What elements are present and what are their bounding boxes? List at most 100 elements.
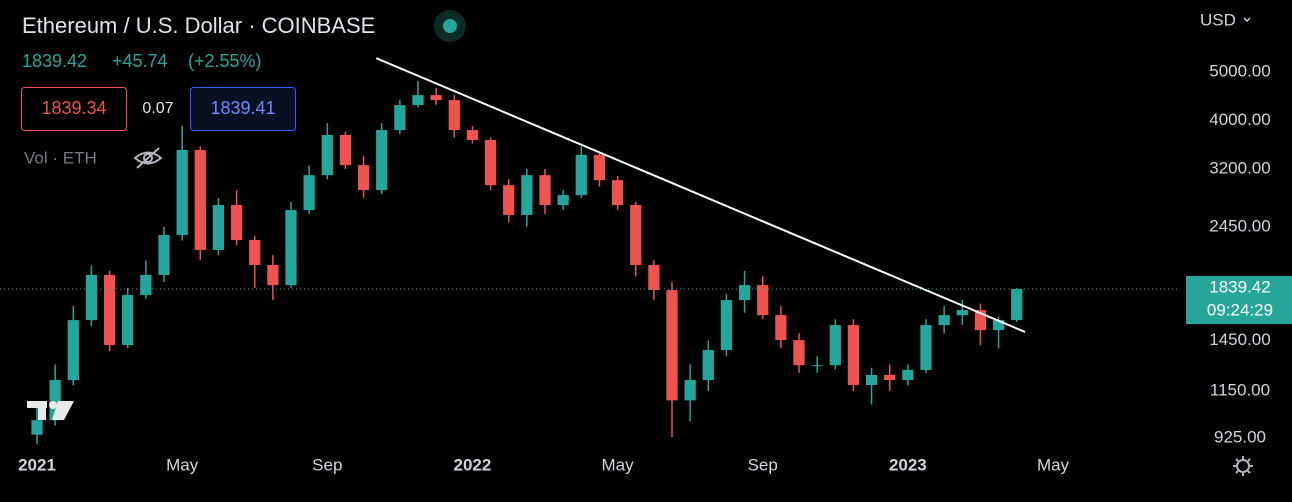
eye-slash xyxy=(136,147,160,169)
currency-caret xyxy=(1243,17,1251,23)
bid-box[interactable] xyxy=(21,87,127,131)
last-price: 1839.42 xyxy=(22,51,87,71)
candle-body xyxy=(339,135,352,166)
price-change-pct: (+2.55%) xyxy=(188,51,262,71)
candle-body xyxy=(865,374,878,385)
candle-body xyxy=(992,320,1005,331)
candle-body xyxy=(521,175,533,215)
candle-body xyxy=(920,325,932,370)
y-tick-label: 1150.00 xyxy=(1210,380,1270,399)
candle-body xyxy=(738,285,751,301)
x-tick-label: 2022 xyxy=(454,455,492,474)
logo-part xyxy=(52,401,74,420)
candle-body xyxy=(466,130,479,140)
spread: 0.07 xyxy=(142,100,173,117)
tv-logo xyxy=(27,401,74,420)
candle-body xyxy=(249,239,261,265)
candle-body xyxy=(140,274,152,296)
candle-body xyxy=(539,175,551,206)
candle-body xyxy=(212,205,225,250)
candle-body xyxy=(448,100,460,131)
last-price-tag xyxy=(1186,276,1292,325)
candle-body xyxy=(285,210,297,286)
candle-body xyxy=(503,185,515,215)
candle-body xyxy=(811,365,823,367)
candle-body xyxy=(230,205,243,240)
visibility-toggle[interactable] xyxy=(133,147,163,169)
bid-price: 1839.34 xyxy=(41,98,106,118)
y-tick-label: 5000.00 xyxy=(1209,62,1270,81)
candle-body xyxy=(902,369,914,381)
candle-body xyxy=(103,274,116,346)
symbol-title: Ethereum / U.S. Dollar · COINBASE xyxy=(22,13,375,38)
x-tick-label: Sep xyxy=(748,455,778,474)
y-tick-label: 4000.00 xyxy=(1209,110,1270,129)
candle-body xyxy=(1011,289,1023,321)
candle-body xyxy=(85,274,98,321)
y-tick-label: 1450.00 xyxy=(1209,330,1270,349)
candle-body xyxy=(67,320,79,381)
candle-body xyxy=(720,300,733,350)
candle-body xyxy=(775,315,787,341)
y-tick-label: 2450.00 xyxy=(1209,216,1270,235)
candle-body xyxy=(430,95,442,101)
candle-body xyxy=(702,349,714,381)
candle-body xyxy=(757,285,769,316)
last-price-label: 1839.42 xyxy=(1209,278,1270,297)
ask-price: 1839.41 xyxy=(210,98,275,118)
candle-body xyxy=(267,264,279,286)
gear-ring xyxy=(1236,459,1250,473)
bar-countdown: 09:24:29 xyxy=(1207,301,1273,320)
candle-body xyxy=(557,195,569,206)
candle-body xyxy=(630,205,642,265)
candle-body xyxy=(829,325,841,366)
candle-body xyxy=(611,180,624,206)
x-tick-label: 2023 xyxy=(889,455,927,474)
candle-body xyxy=(956,310,968,316)
x-tick-label: May xyxy=(602,455,635,474)
candle-body xyxy=(847,325,860,385)
candle-body xyxy=(176,149,188,236)
candle-body xyxy=(484,139,497,186)
eye-pupil xyxy=(143,153,153,163)
candle-body xyxy=(357,165,370,191)
price-change: +45.74 xyxy=(112,51,168,71)
currency-selector[interactable]: USD xyxy=(1200,10,1236,29)
candle-body xyxy=(394,105,406,131)
candle-body xyxy=(122,295,134,346)
gear-teeth xyxy=(1233,456,1253,476)
candle-body xyxy=(575,154,587,196)
candle-body xyxy=(684,380,696,401)
trendline xyxy=(375,57,1026,333)
x-tick-label: May xyxy=(1037,455,1070,474)
candle-body xyxy=(593,154,606,181)
settings-button[interactable] xyxy=(1233,456,1253,476)
candle-body xyxy=(194,149,206,250)
candle-body xyxy=(376,130,388,191)
volume-label: Vol · ETH xyxy=(24,148,97,167)
ask-box[interactable] xyxy=(190,87,296,131)
candle-body xyxy=(158,235,170,275)
y-tick-label: 3200.00 xyxy=(1209,158,1270,177)
candle-body xyxy=(793,340,805,366)
x-tick-label: May xyxy=(166,455,199,474)
x-tick-label: Sep xyxy=(312,455,342,474)
candle-body xyxy=(938,315,950,326)
candle-body xyxy=(321,135,333,176)
y-tick-label: 925.00 xyxy=(1214,428,1266,447)
logo-part xyxy=(49,401,57,409)
x-tick-label: 2021 xyxy=(18,455,56,474)
plot-area xyxy=(0,57,1184,457)
candle-body xyxy=(412,95,424,106)
candle-body xyxy=(884,374,896,381)
candle-body xyxy=(648,264,660,291)
candle-body xyxy=(303,175,315,211)
candle-body xyxy=(31,420,43,435)
candle-body xyxy=(974,310,987,331)
candle-body xyxy=(666,290,678,401)
logo-part xyxy=(38,401,46,420)
status-dot xyxy=(443,19,457,33)
